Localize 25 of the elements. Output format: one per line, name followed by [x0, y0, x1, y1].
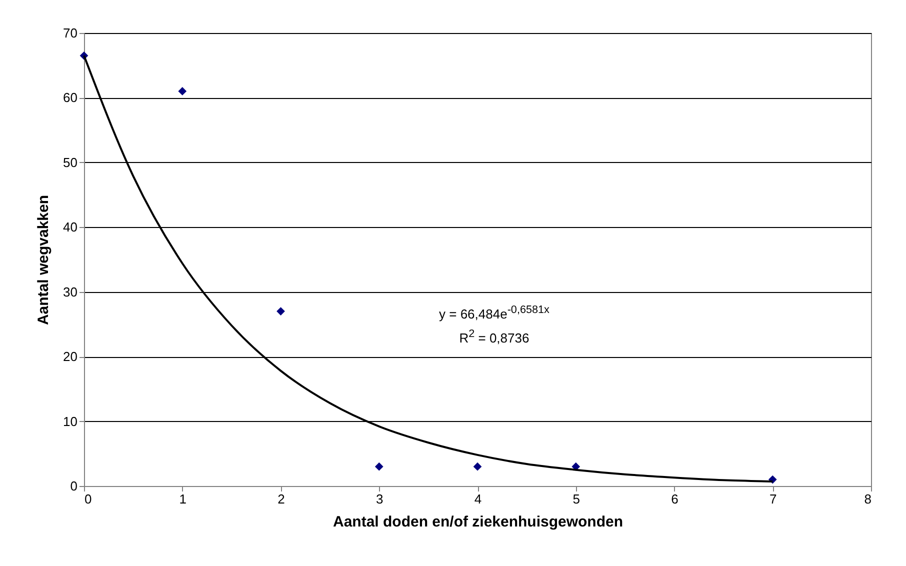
- x-tick-label: 6: [671, 492, 678, 506]
- x-tick-label: 3: [376, 492, 384, 506]
- y-tick-label: 40: [63, 220, 78, 235]
- x-tick-label: 0: [84, 492, 92, 506]
- x-tick-label: 8: [864, 492, 872, 506]
- y-tick-label: 70: [63, 26, 78, 40]
- annotation: y = 66,484e$^{-0,6581x}$: [439, 303, 550, 324]
- point: [178, 87, 187, 96]
- y-axis-title: Aantal wegvakken: [35, 194, 52, 326]
- annotation: R$^{2}$ = 0,8736: [458, 327, 530, 348]
- y-tick-label: 60: [63, 90, 78, 106]
- x-tick-label: 1: [179, 492, 186, 506]
- y-tick-label: 10: [63, 414, 78, 429]
- x-tick-label: 5: [572, 492, 580, 506]
- y-tick-label: 30: [63, 284, 78, 300]
- point: [473, 462, 482, 471]
- x-axis-title: Aantal doden en/of ziekenhuisgewonden: [332, 514, 624, 530]
- x-tick-label: 2: [278, 492, 285, 506]
- y-tick-label: 0: [70, 478, 78, 494]
- y-tick-label: 50: [63, 154, 78, 170]
- x-tick-label: 4: [474, 492, 482, 506]
- x-tick-label: 7: [770, 492, 777, 506]
- point: [276, 307, 285, 316]
- point: [374, 462, 384, 471]
- y-tick-label: 20: [63, 349, 78, 364]
